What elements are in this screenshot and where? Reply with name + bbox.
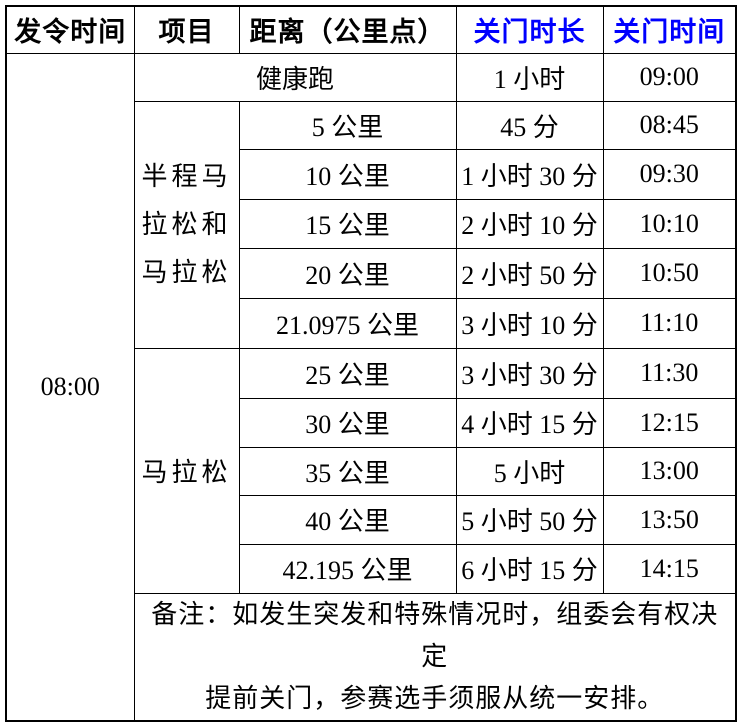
- col-header-event: 项目: [133, 5, 240, 54]
- cutoff-time-cell: 14:15: [602, 543, 737, 594]
- group-label-line: 马拉松: [141, 257, 232, 287]
- cutoff-duration-cell: 1 小时 30 分: [455, 148, 604, 200]
- row-25km: 马拉松 25 公里 3 小时 30 分 11:30: [6, 347, 737, 594]
- cutoff-time-cell: 12:15: [602, 397, 737, 448]
- cutoff-time-cell: 08:45: [602, 100, 737, 150]
- start-time-cell: 08:00: [5, 52, 135, 721]
- col-header-cutoff-time: 关门时间: [602, 5, 737, 54]
- col-header-distance: 距离（公里点）: [238, 5, 457, 54]
- row-marathon-finish: 42.195 公里 6 小时 15 分 14:15: [6, 543, 737, 594]
- distance-cell: 30 公里: [238, 397, 457, 448]
- cutoff-duration-cell: 6 小时 15 分: [455, 543, 604, 594]
- cutoff-time-cell: 13:00: [602, 446, 737, 496]
- distance-cell: 21.0975 公里: [238, 297, 457, 349]
- row-5km: 半程马 拉松和 马拉松 5 公里 45 分 08:45: [6, 100, 737, 349]
- cutoff-duration-cell: 5 小时: [455, 446, 604, 496]
- distance-cell: 42.195 公里: [238, 543, 457, 594]
- row-health-run: 08:00 健康跑 1 小时 09:00: [5, 52, 737, 721]
- cutoff-time-cell: 10:50: [602, 247, 737, 299]
- header-row: 发令时间 项目 距离（公里点） 关门时长 关门时间: [5, 5, 737, 54]
- cutoff-time-cell: 09:00: [602, 52, 737, 102]
- page: 发令时间 项目 距离（公里点） 关门时长 关门时间 08:00 健康跑 1 小时…: [5, 5, 737, 722]
- distance-cell: 20 公里: [238, 247, 457, 299]
- cutoff-time-cell: 13:50: [602, 494, 737, 545]
- cutoff-duration-cell: 2 小时 10 分: [455, 198, 604, 249]
- cutoff-duration-cell: 3 小时 10 分: [455, 297, 604, 349]
- col-header-start-time: 发令时间: [5, 5, 135, 54]
- event-group-half-and-full-marathon-cell: 半程马 拉松和 马拉松: [133, 100, 240, 349]
- cutoff-duration-cell: 3 小时 30 分: [455, 347, 604, 399]
- cutoff-duration-cell: 5 小时 50 分: [455, 494, 604, 545]
- distance-cell: 25 公里: [238, 347, 457, 399]
- distance-cell: 35 公里: [238, 446, 457, 496]
- distance-cell: 15 公里: [238, 198, 457, 249]
- cutoff-duration-cell: 2 小时 50 分: [455, 247, 604, 299]
- cutoff-duration-cell: 1 小时: [455, 52, 604, 102]
- cutoff-time-cell: 09:30: [602, 148, 737, 200]
- distance-cell: 40 公里: [238, 494, 457, 545]
- row-15km: 15 公里 2 小时 10 分 10:10: [6, 198, 737, 249]
- note-cell: 备注：如发生突发和特殊情况时，组委会有权决定 提前关门，参赛选手须服从统一安排。: [133, 592, 737, 721]
- group-label-line: 拉松和: [141, 209, 232, 239]
- event-group-marathon-cell: 马拉松: [133, 347, 240, 594]
- cutoff-duration-cell: 4 小时 15 分: [455, 397, 604, 448]
- note-line: 备注：如发生突发和特殊情况时，组委会有权决定: [151, 599, 719, 671]
- row-half-marathon-finish: 21.0975 公里 3 小时 10 分 11:10: [6, 297, 737, 349]
- schedule-table: 发令时间 项目 距离（公里点） 关门时长 关门时间 08:00 健康跑 1 小时…: [5, 5, 737, 722]
- cutoff-time-cell: 11:30: [602, 347, 737, 399]
- distance-cell: 5 公里: [238, 100, 457, 150]
- note-line: 提前关门，参赛选手须服从统一安排。: [205, 683, 665, 713]
- col-header-cutoff-duration: 关门时长: [455, 5, 604, 54]
- event-health-run-cell: 健康跑: [133, 52, 457, 102]
- cutoff-time-cell: 10:10: [602, 198, 737, 249]
- cutoff-time-cell: 11:10: [602, 297, 737, 349]
- row-10km: 10 公里 1 小时 30 分 09:30: [6, 148, 737, 200]
- cutoff-duration-cell: 45 分: [455, 100, 604, 150]
- distance-cell: 10 公里: [238, 148, 457, 200]
- group-label-line: 半程马: [141, 161, 232, 191]
- row-30km: 30 公里 4 小时 15 分 12:15: [6, 397, 737, 448]
